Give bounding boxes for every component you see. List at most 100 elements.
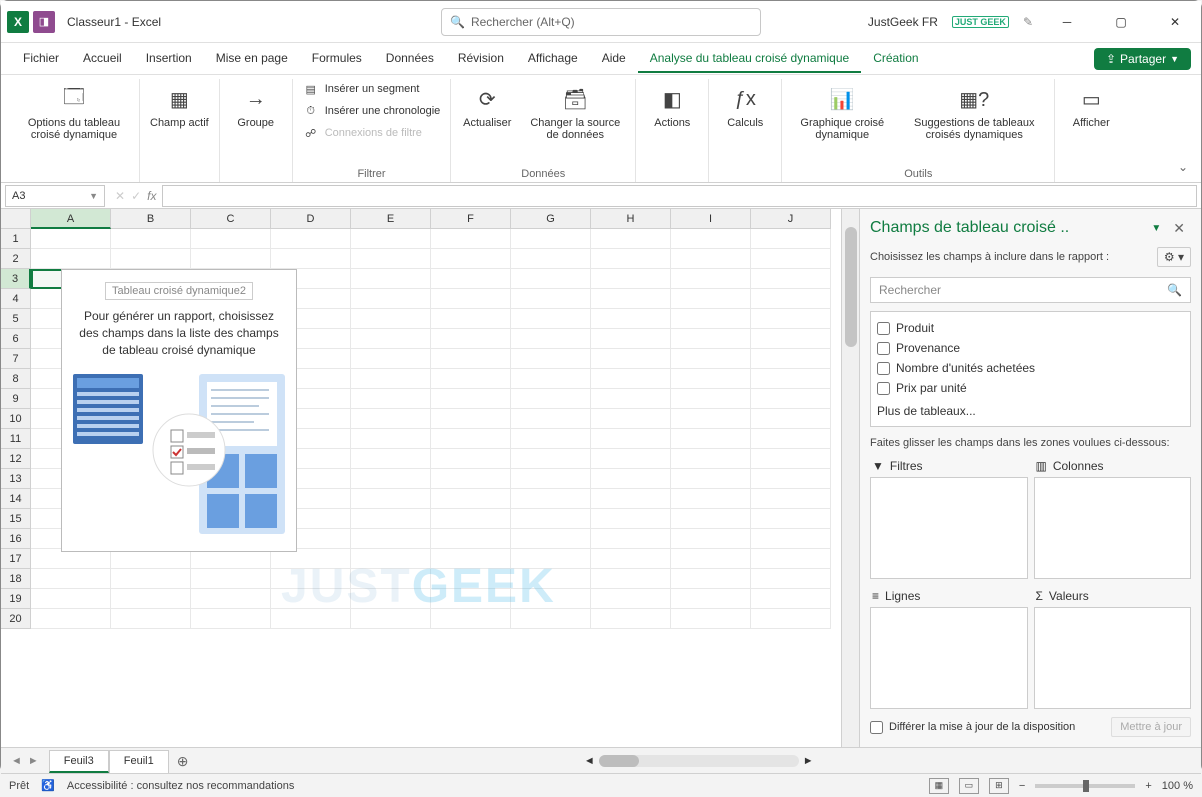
column-header[interactable]: E xyxy=(351,209,431,229)
cell[interactable] xyxy=(351,389,431,409)
more-tables-link[interactable]: Plus de tableaux... xyxy=(877,398,1184,420)
field-checkbox[interactable] xyxy=(877,362,890,375)
hscroll-thumb[interactable] xyxy=(599,755,639,767)
cell[interactable] xyxy=(431,449,511,469)
cell[interactable] xyxy=(351,229,431,249)
pane-settings-button[interactable]: ⚙ ▾ xyxy=(1157,247,1191,267)
cell[interactable] xyxy=(511,609,591,629)
cell[interactable] xyxy=(591,229,671,249)
sheet-tab[interactable]: Feuil1 xyxy=(109,750,169,773)
cell[interactable] xyxy=(671,289,751,309)
cell[interactable] xyxy=(111,589,191,609)
column-header[interactable]: G xyxy=(511,209,591,229)
view-normal-button[interactable]: ▦ xyxy=(929,778,949,794)
cell[interactable] xyxy=(591,609,671,629)
cell[interactable] xyxy=(671,489,751,509)
cell[interactable] xyxy=(671,529,751,549)
cell[interactable] xyxy=(591,369,671,389)
cell[interactable] xyxy=(431,469,511,489)
cell[interactable] xyxy=(351,489,431,509)
cell[interactable] xyxy=(751,509,831,529)
cell[interactable] xyxy=(111,569,191,589)
cell[interactable] xyxy=(351,289,431,309)
cell[interactable] xyxy=(31,609,111,629)
save-icon[interactable]: ◨ xyxy=(33,11,55,33)
cell[interactable] xyxy=(511,469,591,489)
cell[interactable] xyxy=(751,249,831,269)
view-break-button[interactable]: ⊞ xyxy=(989,778,1009,794)
row-header[interactable]: 13 xyxy=(1,469,31,489)
cell[interactable] xyxy=(191,569,271,589)
cell[interactable] xyxy=(671,589,751,609)
cell[interactable] xyxy=(511,449,591,469)
cell[interactable] xyxy=(751,529,831,549)
cell[interactable] xyxy=(511,429,591,449)
row-header[interactable]: 14 xyxy=(1,489,31,509)
cell[interactable] xyxy=(591,489,671,509)
cell[interactable] xyxy=(511,409,591,429)
cell[interactable] xyxy=(431,309,511,329)
sheet-tab[interactable]: Feuil3 xyxy=(49,750,109,773)
close-button[interactable]: ✕ xyxy=(1155,7,1195,37)
cell[interactable] xyxy=(591,389,671,409)
cell[interactable] xyxy=(591,289,671,309)
search-box[interactable]: 🔍 Rechercher (Alt+Q) xyxy=(441,8,761,36)
cell[interactable] xyxy=(431,509,511,529)
cell[interactable] xyxy=(271,229,351,249)
row-header[interactable]: 19 xyxy=(1,589,31,609)
cell[interactable] xyxy=(751,409,831,429)
cell[interactable] xyxy=(751,349,831,369)
cell[interactable] xyxy=(591,249,671,269)
cell[interactable] xyxy=(431,329,511,349)
cell[interactable] xyxy=(191,609,271,629)
scrollbar-thumb[interactable] xyxy=(845,227,857,347)
row-header[interactable]: 16 xyxy=(1,529,31,549)
cell[interactable] xyxy=(511,549,591,569)
cell[interactable] xyxy=(751,489,831,509)
cell[interactable] xyxy=(431,569,511,589)
pane-close-button[interactable]: ✕ xyxy=(1167,220,1191,237)
cell[interactable] xyxy=(191,249,271,269)
select-all-corner[interactable] xyxy=(1,209,31,229)
cell[interactable] xyxy=(511,309,591,329)
status-accessibility[interactable]: Accessibilité : consultez nos recommanda… xyxy=(67,780,294,792)
cell[interactable] xyxy=(351,409,431,429)
cell[interactable] xyxy=(751,429,831,449)
cell[interactable] xyxy=(431,349,511,369)
show-button[interactable]: ▭Afficher xyxy=(1061,79,1121,133)
cell[interactable] xyxy=(671,309,751,329)
change-source-button[interactable]: 🗃 Changer la source de données xyxy=(521,79,629,145)
cell[interactable] xyxy=(351,529,431,549)
insert-timeline-button[interactable]: ⏱Insérer une chronologie xyxy=(299,101,445,121)
horizontal-scrollbar[interactable]: ◄ ► xyxy=(196,755,1201,767)
cell[interactable] xyxy=(511,349,591,369)
cell[interactable] xyxy=(431,589,511,609)
cell[interactable] xyxy=(511,589,591,609)
column-header[interactable]: F xyxy=(431,209,511,229)
cell[interactable] xyxy=(671,249,751,269)
enter-fx-icon[interactable]: ✓ xyxy=(131,189,141,203)
zoom-out-button[interactable]: − xyxy=(1019,780,1025,792)
cell[interactable] xyxy=(591,509,671,529)
view-page-button[interactable]: ▭ xyxy=(959,778,979,794)
cell[interactable] xyxy=(431,609,511,629)
sheet-nav-prev[interactable]: ◄ xyxy=(11,755,22,767)
insert-slicer-button[interactable]: ▤Insérer un segment xyxy=(299,79,445,99)
cell[interactable] xyxy=(111,249,191,269)
cell[interactable] xyxy=(671,329,751,349)
zoom-thumb[interactable] xyxy=(1083,780,1089,792)
ribbon-tab-mise-en-page[interactable]: Mise en page xyxy=(204,45,300,73)
cell[interactable] xyxy=(351,369,431,389)
column-header[interactable]: B xyxy=(111,209,191,229)
cell[interactable] xyxy=(751,229,831,249)
cell[interactable] xyxy=(671,609,751,629)
cell[interactable] xyxy=(431,489,511,509)
cell[interactable] xyxy=(591,329,671,349)
defer-checkbox[interactable] xyxy=(870,721,883,734)
cell[interactable] xyxy=(511,389,591,409)
cell[interactable] xyxy=(31,569,111,589)
cell[interactable] xyxy=(351,549,431,569)
row-header[interactable]: 3 xyxy=(1,269,31,289)
cell[interactable] xyxy=(511,289,591,309)
cell[interactable] xyxy=(751,369,831,389)
